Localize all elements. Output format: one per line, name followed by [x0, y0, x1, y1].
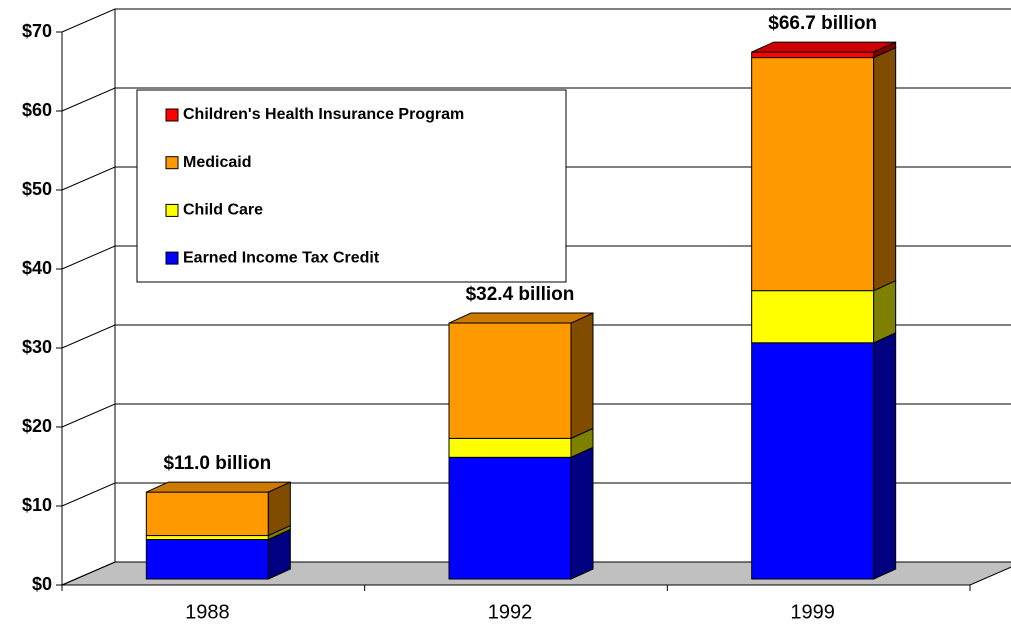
grid-line: [61, 561, 1011, 586]
bar-top: [751, 41, 896, 53]
bar-segment: [751, 51, 875, 59]
bar-segment: [145, 535, 269, 540]
bar-segment: [751, 342, 875, 580]
bar-segment: [448, 322, 572, 439]
bar-top: [448, 312, 594, 324]
y-tick-label: $50: [22, 179, 52, 199]
bar-side: [570, 312, 594, 440]
grid-line: [61, 245, 1011, 270]
y-tick-label: $10: [22, 495, 52, 515]
bar-segment: [448, 437, 572, 458]
grid-line: [61, 8, 1011, 33]
y-tick-label: $30: [22, 337, 52, 357]
bar-segment: [448, 456, 572, 580]
bar-top: [146, 481, 291, 493]
bar-segment: [751, 57, 875, 292]
x-tick-label: 1992: [488, 601, 533, 623]
bar-side: [873, 46, 897, 292]
y-tick-label: $0: [32, 574, 52, 594]
total-label: $11.0 billion: [163, 453, 271, 474]
total-label: $66.7 billion: [768, 13, 877, 34]
bar-side: [570, 446, 594, 580]
legend-label: Children's Health Insurance Program: [183, 106, 464, 123]
grid-line: [61, 324, 1011, 349]
grid-line: [61, 87, 1011, 112]
y-tick-label: $20: [22, 416, 52, 436]
bar-segment: [145, 539, 269, 580]
legend-swatch: [165, 156, 179, 170]
bar-side: [873, 279, 897, 344]
y-tick-label: $70: [22, 21, 52, 41]
x-tick-label: 1999: [790, 601, 835, 623]
total-label: $32.4 billion: [466, 284, 575, 305]
legend-label: Earned Income Tax Credit: [183, 249, 380, 266]
legend-swatch: [165, 108, 179, 122]
x-tick-label: 1988: [185, 601, 230, 623]
bar-segment: [751, 290, 875, 344]
y-tick-label: $60: [22, 100, 52, 120]
grid-line: [61, 482, 1011, 507]
legend-swatch: [165, 251, 179, 265]
y-tick-label: $40: [22, 258, 52, 278]
grid-line: [61, 403, 1011, 428]
legend: [136, 89, 567, 283]
grid-line: [61, 166, 1011, 191]
legend-label: Child Care: [183, 202, 263, 219]
legend-swatch: [165, 203, 179, 217]
bar-segment: [145, 491, 269, 537]
bar-side: [873, 332, 897, 580]
legend-label: Medicaid: [183, 154, 251, 171]
